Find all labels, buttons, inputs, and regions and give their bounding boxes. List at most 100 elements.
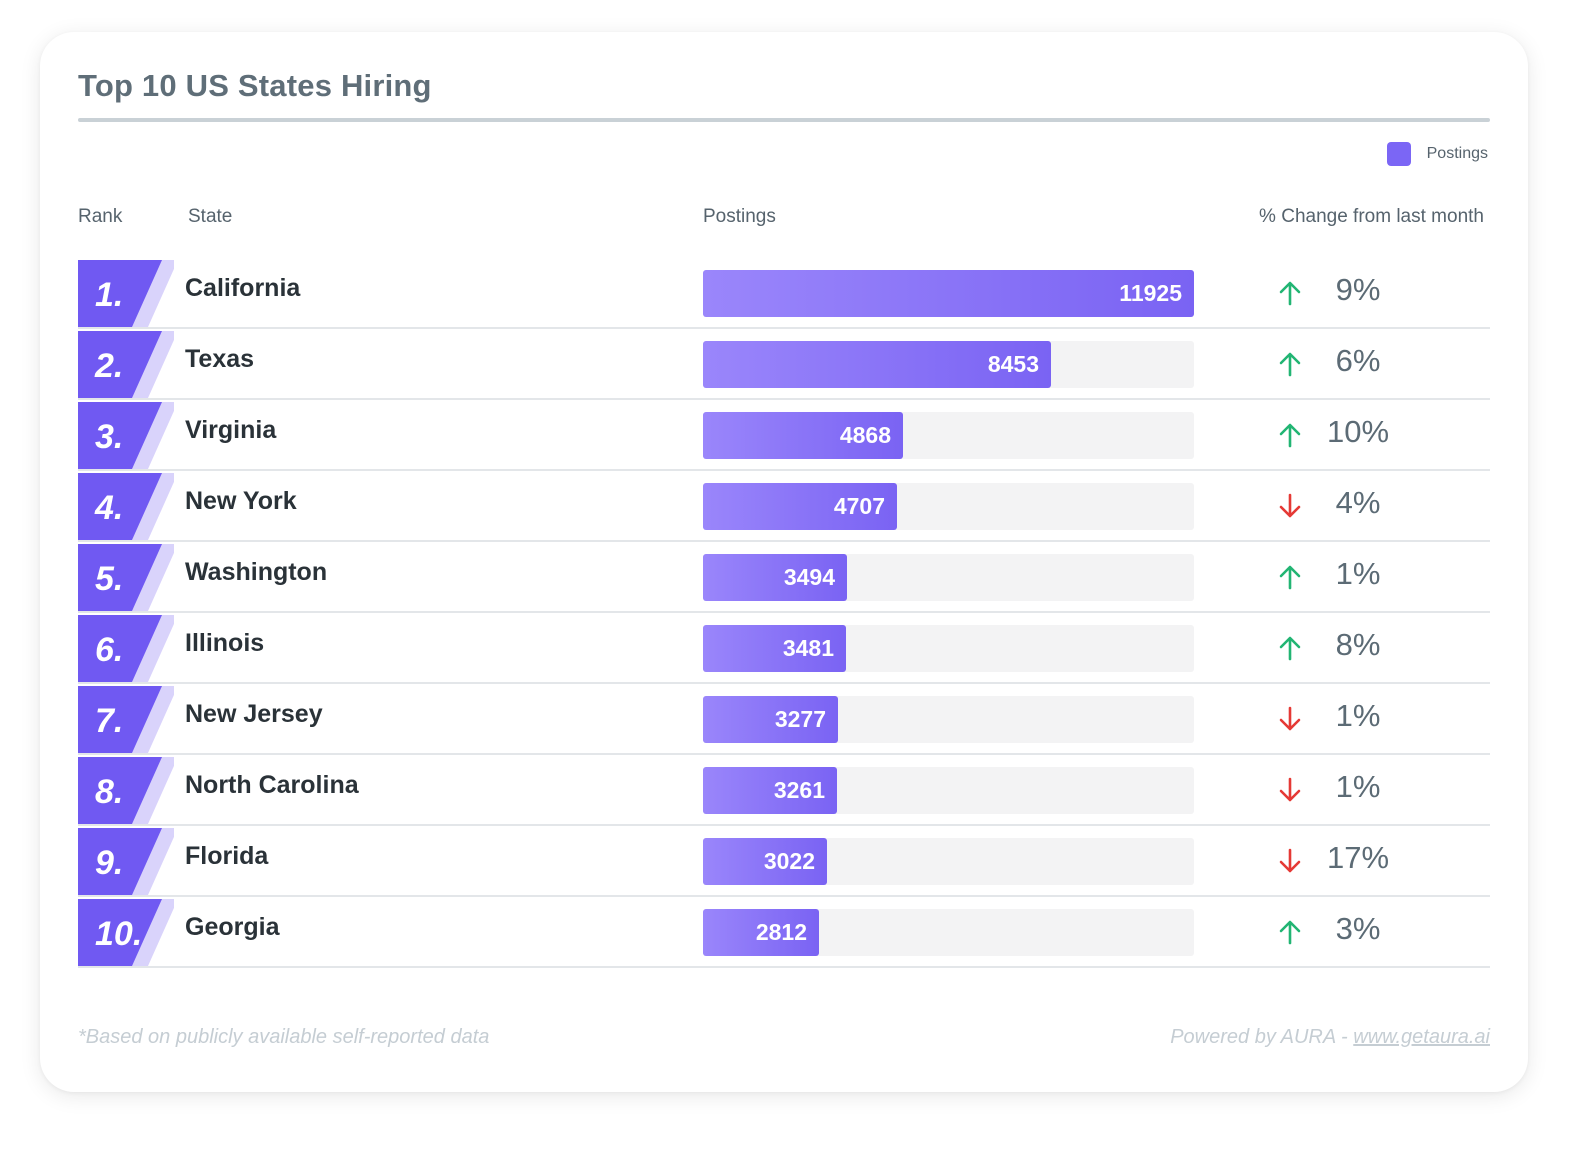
- rank-number: 8.: [95, 773, 124, 811]
- title-divider: [78, 118, 1490, 122]
- arrow-up-icon: [1279, 281, 1301, 306]
- table-row: 5. Washington 3494 1%: [78, 542, 1490, 613]
- state-name: Virginia: [185, 416, 277, 444]
- percent-change: 1%: [1335, 698, 1381, 733]
- table-row: 7. New Jersey 3277 1%: [78, 684, 1490, 755]
- percent-change: 1%: [1335, 769, 1381, 804]
- rank-badge-shape: [78, 331, 178, 398]
- bar-track: 2812: [703, 909, 1194, 956]
- chart-title: Top 10 US States Hiring: [78, 68, 432, 103]
- postings-bar: 3481: [703, 625, 846, 672]
- chart-card: Top 10 US States Hiring Postings Rank St…: [40, 32, 1528, 1092]
- column-header-postings: Postings: [703, 206, 776, 227]
- bar-track: 8453: [703, 341, 1194, 388]
- state-name: Georgia: [185, 913, 280, 941]
- rank-badge-shape: [78, 402, 178, 469]
- arrow-down-icon: [1279, 848, 1301, 873]
- state-name: Texas: [185, 345, 255, 373]
- powered-by: Powered by AURA - www.getaura.ai: [1170, 1026, 1490, 1049]
- column-header-state: State: [188, 206, 233, 227]
- percent-change: 9%: [1335, 272, 1381, 307]
- rank-badge-fill: [78, 544, 162, 611]
- postings-bar: 8453: [703, 341, 1051, 388]
- table-row: 8. North Carolina 3261 1%: [78, 755, 1490, 826]
- state-name: Florida: [185, 842, 269, 870]
- bar-track: 3277: [703, 696, 1194, 743]
- postings-value: 8453: [987, 351, 1039, 377]
- state-name: New York: [185, 487, 297, 515]
- rank-badge-fill: [78, 260, 162, 327]
- powered-by-text: Powered by AURA -: [1170, 1026, 1354, 1048]
- ranking-rows: 1. California 11925 9% 2. Texas 8453 6% 3. Virgin…: [78, 258, 1490, 968]
- postings-value: 2812: [755, 919, 807, 945]
- rank-badge: 4.: [78, 473, 178, 540]
- rank-badge-shape: [78, 828, 178, 895]
- row-divider: [78, 824, 1490, 826]
- table-row: 9. Florida 3022 17%: [78, 826, 1490, 897]
- rank-badge: 3.: [78, 402, 178, 469]
- rank-badge: 2.: [78, 331, 178, 398]
- rank-badge: 10.: [78, 899, 178, 966]
- powered-by-link[interactable]: www.getaura.ai: [1353, 1026, 1490, 1048]
- row-divider: [78, 398, 1490, 400]
- postings-bar: 3277: [703, 696, 838, 743]
- arrow-up-icon: [1279, 565, 1301, 590]
- rank-number: 2.: [95, 347, 124, 385]
- percent-change: 8%: [1335, 627, 1381, 662]
- bar-track: 11925: [703, 270, 1194, 317]
- legend-label: Postings: [1426, 145, 1488, 162]
- rank-badge-shape: [78, 260, 178, 327]
- percent-change: 6%: [1335, 343, 1381, 378]
- arrow-down-icon: [1279, 777, 1301, 802]
- postings-bar: 2812: [703, 909, 819, 956]
- bar-track: 4868: [703, 412, 1194, 459]
- rank-badge-shape: [78, 757, 178, 824]
- postings-value: 3494: [783, 564, 835, 590]
- rank-badge: 6.: [78, 615, 178, 682]
- legend: Postings: [1386, 142, 1488, 166]
- bar-track: 3481: [703, 625, 1194, 672]
- row-divider: [78, 895, 1490, 897]
- rank-badge-fill: [78, 686, 162, 753]
- arrow-up-icon: [1279, 352, 1301, 377]
- percent-change: 4%: [1335, 485, 1381, 520]
- table-row: 3. Virginia 4868 10%: [78, 400, 1490, 471]
- row-divider: [78, 327, 1490, 329]
- arrow-up-icon: [1279, 920, 1301, 945]
- postings-value: 11925: [1119, 280, 1182, 306]
- rank-badge-shape: [78, 686, 178, 753]
- rank-badge: 7.: [78, 686, 178, 753]
- rank-badge-shape: [78, 615, 178, 682]
- table-row: 4. New York 4707 4%: [78, 471, 1490, 542]
- row-divider: [78, 753, 1490, 755]
- footnote: *Based on publicly available self-report…: [78, 1026, 490, 1048]
- rank-badge: 9.: [78, 828, 178, 895]
- rank-badge-fill: [78, 402, 162, 469]
- state-name: Illinois: [185, 629, 265, 657]
- row-divider: [78, 966, 1490, 968]
- rank-badge: 1.: [78, 260, 178, 327]
- rank-number: 3.: [95, 418, 124, 456]
- row-divider: [78, 611, 1490, 613]
- state-name: North Carolina: [185, 771, 359, 799]
- row-divider: [78, 469, 1490, 471]
- arrow-down-icon: [1279, 706, 1301, 731]
- rank-badge-fill: [78, 828, 162, 895]
- state-name: New Jersey: [185, 700, 323, 728]
- arrow-up-icon: [1279, 636, 1301, 661]
- postings-value: 4868: [839, 422, 891, 448]
- rank-badge-fill: [78, 899, 162, 966]
- percent-change: 17%: [1326, 840, 1390, 875]
- rank-badge-shape: [78, 473, 178, 540]
- postings-value: 3022: [763, 848, 815, 874]
- rank-badge-fill: [78, 331, 162, 398]
- rank-badge: 5.: [78, 544, 178, 611]
- postings-value: 4707: [833, 493, 885, 519]
- postings-bar: 4868: [703, 412, 903, 459]
- bar-track: 3261: [703, 767, 1194, 814]
- postings-value: 3261: [773, 777, 825, 803]
- column-header-rank: Rank: [78, 206, 123, 227]
- rank-number: 4.: [95, 489, 124, 527]
- rank-badge-shape: [78, 544, 178, 611]
- rank-badge-fill: [78, 473, 162, 540]
